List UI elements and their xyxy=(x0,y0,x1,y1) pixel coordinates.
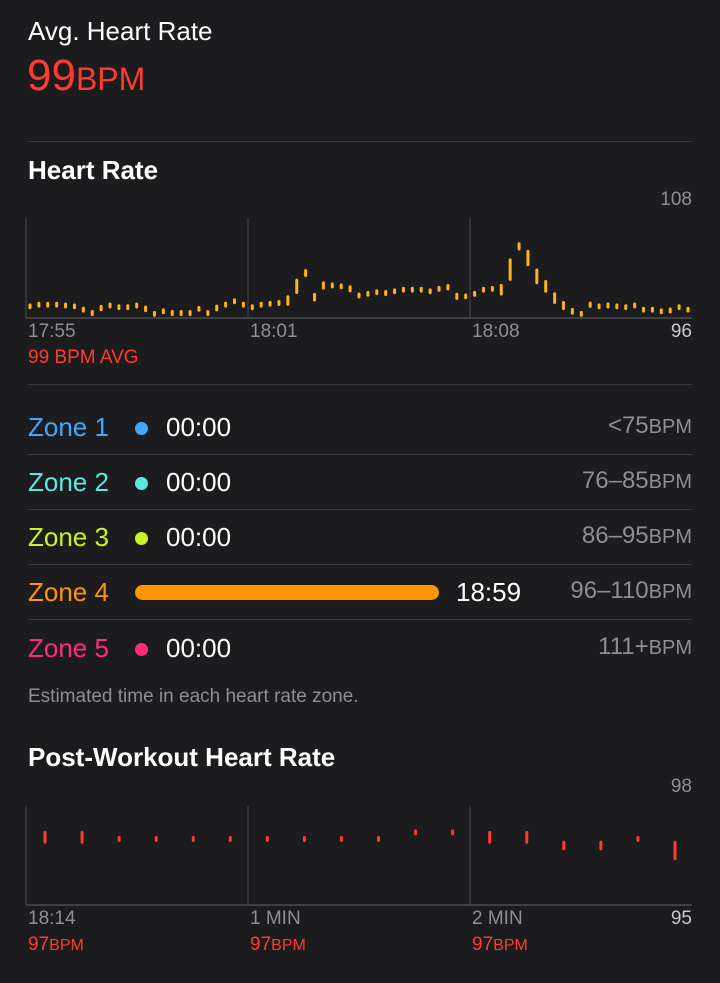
zone-range: 76–85BPM xyxy=(581,467,692,494)
zone-row-2[interactable]: Zone 2 00:00 76–85BPM xyxy=(28,455,692,510)
divider xyxy=(28,384,692,385)
heart-rate-title: Heart Rate xyxy=(28,155,159,185)
post-workout-y-min: 95 xyxy=(670,908,692,929)
zone-time: 18:59 xyxy=(456,577,522,607)
zone-row-4[interactable]: Zone 4 18:59 96–110BPM xyxy=(28,565,692,620)
post-workout-title: Post-Workout Heart Rate xyxy=(28,742,336,772)
zone-range: 111+BPM xyxy=(598,633,692,660)
zone-dot xyxy=(135,532,148,545)
heart-rate-y-min: 96 xyxy=(670,321,692,342)
zone-name: Zone 5 xyxy=(28,633,109,663)
zone-time: 00:00 xyxy=(166,633,232,663)
zone-range: 96–110BPM xyxy=(570,577,692,604)
avg-heart-rate-value: 99BPM xyxy=(27,54,145,98)
post-workout-bpm-2: 97BPM xyxy=(250,934,306,955)
post-workout-x-label-1: 18:14 xyxy=(28,908,76,929)
zone-time-bar xyxy=(135,585,439,600)
zone-dot xyxy=(135,477,148,490)
zone-name: Zone 2 xyxy=(28,467,109,497)
zone-name: Zone 4 xyxy=(28,577,109,607)
post-workout-bpm-3: 97BPM xyxy=(472,934,528,955)
heart-rate-x-label-3: 18:08 xyxy=(472,321,520,342)
zone-name: Zone 3 xyxy=(28,522,109,552)
post-workout-x-label-2: 1 MIN xyxy=(250,908,301,929)
heart-rate-x-label-1: 17:55 xyxy=(28,321,76,342)
divider xyxy=(28,509,692,510)
zone-time: 00:00 xyxy=(166,522,232,552)
avg-heart-rate-number: 99 xyxy=(27,51,76,100)
divider xyxy=(28,619,692,620)
zone-row-5[interactable]: Zone 5 00:00 111+BPM xyxy=(28,621,692,676)
zone-time: 00:00 xyxy=(166,467,232,497)
divider xyxy=(28,141,692,142)
zone-range: <75BPM xyxy=(607,412,692,439)
zone-dot xyxy=(135,643,148,656)
heart-rate-y-max: 108 xyxy=(660,189,692,210)
divider xyxy=(28,564,692,565)
avg-heart-rate-unit: BPM xyxy=(75,61,146,97)
post-workout-bpm-1: 97BPM xyxy=(28,934,84,955)
post-workout-x-label-3: 2 MIN xyxy=(472,908,523,929)
post-workout-y-max: 98 xyxy=(670,776,692,797)
avg-heart-rate-title: Avg. Heart Rate xyxy=(28,16,213,46)
heart-rate-x-label-2: 18:01 xyxy=(250,321,298,342)
heart-rate-chart xyxy=(25,218,692,319)
zone-name: Zone 1 xyxy=(28,412,109,442)
zone-dot xyxy=(135,422,148,435)
divider xyxy=(28,454,692,455)
heart-rate-avg-label: 99 BPM AVG xyxy=(28,347,139,368)
zones-note: Estimated time in each heart rate zone. xyxy=(28,686,359,707)
zone-time: 00:00 xyxy=(166,412,232,442)
zone-row-1[interactable]: Zone 1 00:00 <75BPM xyxy=(28,400,692,455)
zone-row-3[interactable]: Zone 3 00:00 86–95BPM xyxy=(28,510,692,565)
zone-range: 86–95BPM xyxy=(581,522,692,549)
